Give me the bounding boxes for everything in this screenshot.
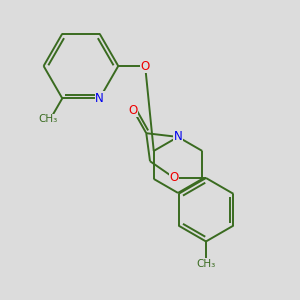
Text: N: N (174, 130, 182, 143)
Text: CH₃: CH₃ (196, 259, 216, 269)
Text: O: O (129, 103, 138, 117)
Text: O: O (140, 59, 150, 73)
Text: CH₃: CH₃ (39, 114, 58, 124)
Text: O: O (169, 172, 179, 184)
Text: N: N (95, 92, 104, 105)
